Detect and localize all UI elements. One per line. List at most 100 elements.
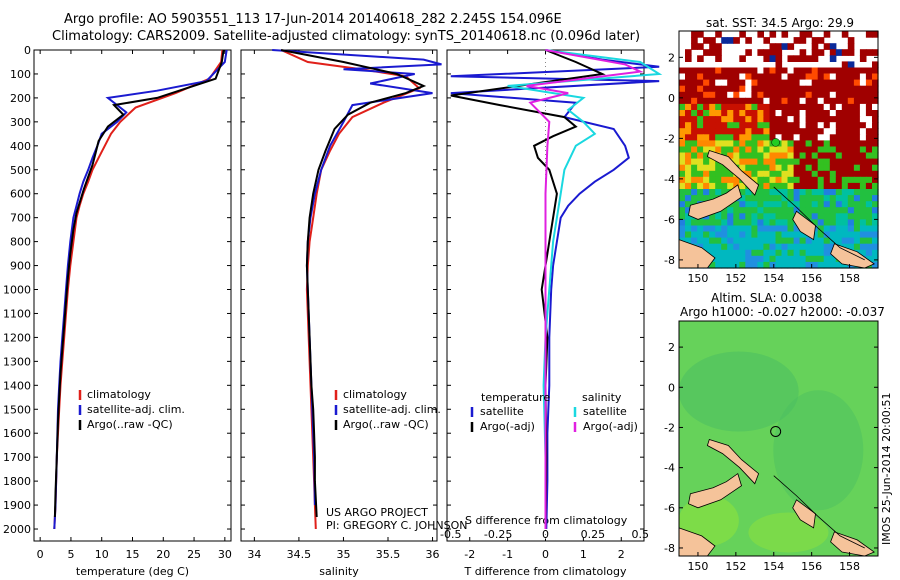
sst-cell xyxy=(691,237,698,245)
sst-cell xyxy=(685,189,692,196)
sst-cell xyxy=(763,97,770,105)
sst-cell xyxy=(841,182,849,190)
sst-cell xyxy=(745,122,752,129)
sst-cell xyxy=(841,79,849,87)
sst-cell xyxy=(811,231,819,239)
sst-cell xyxy=(787,249,795,257)
sst-cell xyxy=(691,73,698,81)
sst-cell xyxy=(751,231,758,239)
sst-cell xyxy=(709,225,716,233)
sst-cell xyxy=(757,195,764,202)
sst-cell xyxy=(853,116,861,123)
sst-cell xyxy=(745,158,752,166)
sst-cell xyxy=(685,97,692,105)
sst-cell xyxy=(769,213,777,220)
sst-cell xyxy=(811,110,819,117)
sst-cell xyxy=(805,103,813,111)
sst-cell xyxy=(757,176,764,184)
sst-cell xyxy=(835,237,843,245)
sst-cell xyxy=(865,67,873,75)
x-tick-label: 2 xyxy=(618,548,625,561)
sst-cell xyxy=(733,73,740,81)
sst-cell xyxy=(775,201,783,208)
sst-cell xyxy=(872,49,879,56)
sst-cell xyxy=(739,103,746,111)
sst-cell xyxy=(841,122,849,129)
lon-tick-label: 156 xyxy=(801,272,822,285)
sst-cell xyxy=(829,261,837,269)
sst-cell xyxy=(691,122,698,129)
sst-cell xyxy=(775,49,783,56)
sst-cell xyxy=(709,189,716,196)
sst-cell xyxy=(829,55,837,62)
sst-cell xyxy=(847,103,855,111)
timestamp-stamp: IMOS 25-Jun-2014 20:00:51 xyxy=(880,392,893,545)
sst-cell xyxy=(847,189,855,196)
sst-cell xyxy=(727,37,734,44)
sst-cell xyxy=(781,97,789,105)
sst-cell xyxy=(781,170,789,178)
sst-cell xyxy=(853,170,861,178)
sst-cell xyxy=(787,103,795,111)
sst-cell xyxy=(811,85,819,93)
sst-cell xyxy=(691,97,698,105)
sst-cell xyxy=(841,110,849,117)
sst-cell xyxy=(841,116,849,123)
sst-cell xyxy=(793,103,801,111)
sst-cell xyxy=(751,103,758,111)
lat-tick-label: -2 xyxy=(664,421,675,434)
sst-cell xyxy=(799,152,807,160)
sst-cell xyxy=(763,261,770,269)
sst-cell xyxy=(739,128,746,135)
sst-cell xyxy=(769,225,777,233)
sst-cell xyxy=(733,176,740,184)
sst-cell xyxy=(715,103,722,111)
sst-cell xyxy=(835,97,843,105)
sst-cell xyxy=(805,195,813,202)
sst-cell xyxy=(745,116,752,123)
sst-cell xyxy=(847,85,855,93)
sst-cell xyxy=(811,207,819,214)
sst-cell xyxy=(835,164,843,172)
sst-cell xyxy=(835,182,843,190)
sst-cell xyxy=(823,79,831,87)
sst-cell xyxy=(865,255,873,263)
sst-cell xyxy=(721,207,728,214)
sst-cell xyxy=(805,140,813,148)
sst-cell xyxy=(715,128,722,135)
sst-cell xyxy=(805,146,813,154)
sst-cell xyxy=(685,55,692,62)
sst-cell xyxy=(745,91,752,99)
sst-cell xyxy=(679,195,686,202)
sst-cell xyxy=(745,164,752,172)
sst-cell xyxy=(679,201,686,208)
sst-cell xyxy=(757,243,764,251)
sst-cell xyxy=(835,219,843,227)
sst-cell xyxy=(757,140,764,148)
sst-cell xyxy=(715,116,722,123)
sst-cell xyxy=(841,103,849,111)
trench-line xyxy=(773,475,865,549)
sst-cell xyxy=(847,170,855,178)
depth-tick-label: 600 xyxy=(10,188,31,201)
sst-cell xyxy=(835,134,843,141)
sst-cell xyxy=(703,91,710,99)
sst-cell xyxy=(859,164,867,172)
sst-cell xyxy=(679,176,686,184)
sst-cell xyxy=(781,146,789,154)
sst-cell xyxy=(733,91,740,99)
sst-cell xyxy=(763,110,770,117)
sst-cell xyxy=(727,176,734,184)
sst-cell xyxy=(799,243,807,251)
sst-cell xyxy=(769,176,777,184)
sst-cell xyxy=(685,122,692,129)
sst-cell xyxy=(781,164,789,172)
sst-cell xyxy=(865,79,873,87)
sst-cell xyxy=(739,213,746,220)
sst-cell xyxy=(847,49,855,56)
sst-cell xyxy=(679,122,686,129)
sst-cell xyxy=(691,37,698,44)
sst-cell xyxy=(763,91,770,99)
sst-cell xyxy=(727,79,734,87)
sst-cell xyxy=(727,97,734,105)
